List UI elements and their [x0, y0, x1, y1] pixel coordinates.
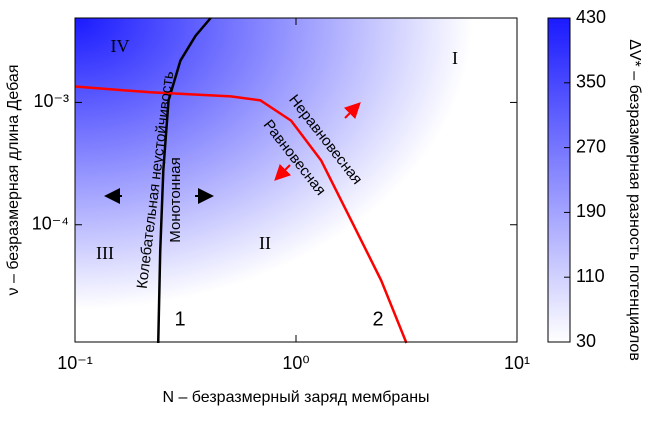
- annotation: II: [259, 233, 271, 253]
- annotation: I: [452, 48, 458, 68]
- colorbar-tick-label: 110: [576, 266, 605, 286]
- annotation: Монотонная: [167, 157, 184, 242]
- colorbar-tick-label: 350: [576, 72, 606, 92]
- x-axis-label: N – безразмерный заряд мембраны: [162, 389, 429, 406]
- colorbar: [547, 17, 571, 343]
- y-tick-label: 10⁻⁴: [32, 213, 69, 233]
- curve: [74, 85, 408, 344]
- annotation: IV: [111, 36, 130, 56]
- annotation: III: [96, 243, 114, 263]
- heatmap-background: [75, 18, 517, 342]
- colorbar-tick-label: 430: [576, 7, 606, 27]
- colorbar-tick-label: 270: [576, 136, 606, 156]
- x-tick-label: 10¹: [504, 353, 530, 373]
- x-tick-label: 10⁻¹: [57, 353, 93, 373]
- x-tick-label: 10⁰: [282, 353, 309, 373]
- colorbar-tick-label: 190: [576, 201, 606, 221]
- arrow: [343, 102, 361, 120]
- annotation: 2: [372, 308, 383, 330]
- arrow: [274, 163, 292, 181]
- annotation: 1: [174, 308, 185, 330]
- colorbar-label: ΔV* – безразмерная разность потенциалов: [626, 39, 643, 361]
- plot: [74, 17, 408, 344]
- y-axis-label: ν – безразмерная длина Дебая: [5, 65, 22, 296]
- y-tick-label: 10⁻³: [33, 91, 69, 111]
- colorbar-tick-label: 30: [576, 331, 596, 351]
- curve: [156, 17, 212, 344]
